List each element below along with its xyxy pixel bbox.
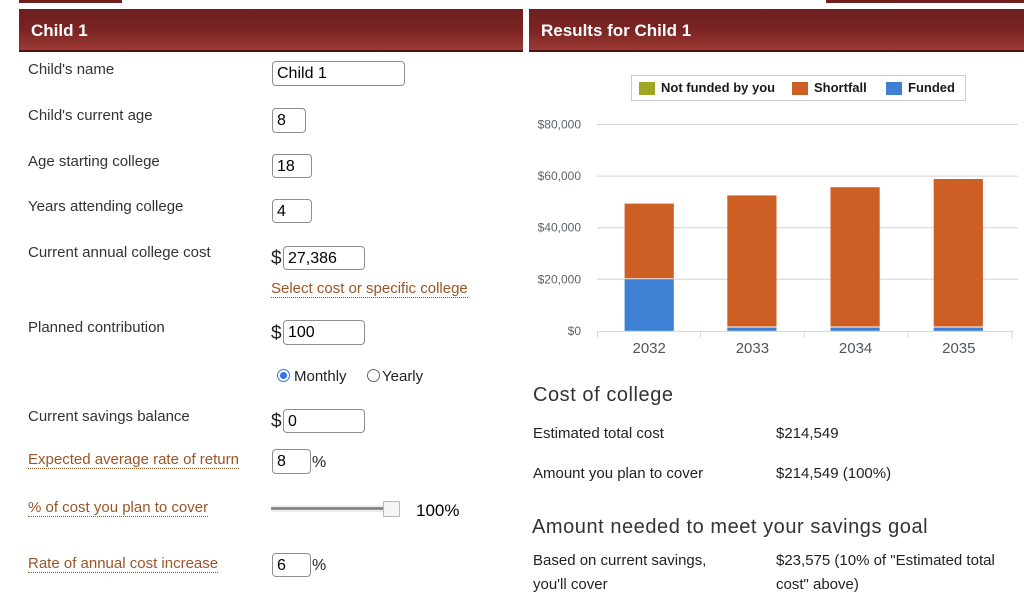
svg-text:$80,000: $80,000 [538, 118, 582, 132]
svg-text:2033: 2033 [736, 340, 769, 357]
svg-text:$60,000: $60,000 [538, 169, 582, 183]
svg-text:$0: $0 [568, 324, 582, 338]
svg-text:2034: 2034 [839, 340, 872, 357]
svg-text:$40,000: $40,000 [538, 221, 582, 235]
svg-text:$20,000: $20,000 [538, 272, 582, 286]
svg-text:2035: 2035 [942, 340, 975, 357]
svg-text:2032: 2032 [633, 340, 666, 357]
